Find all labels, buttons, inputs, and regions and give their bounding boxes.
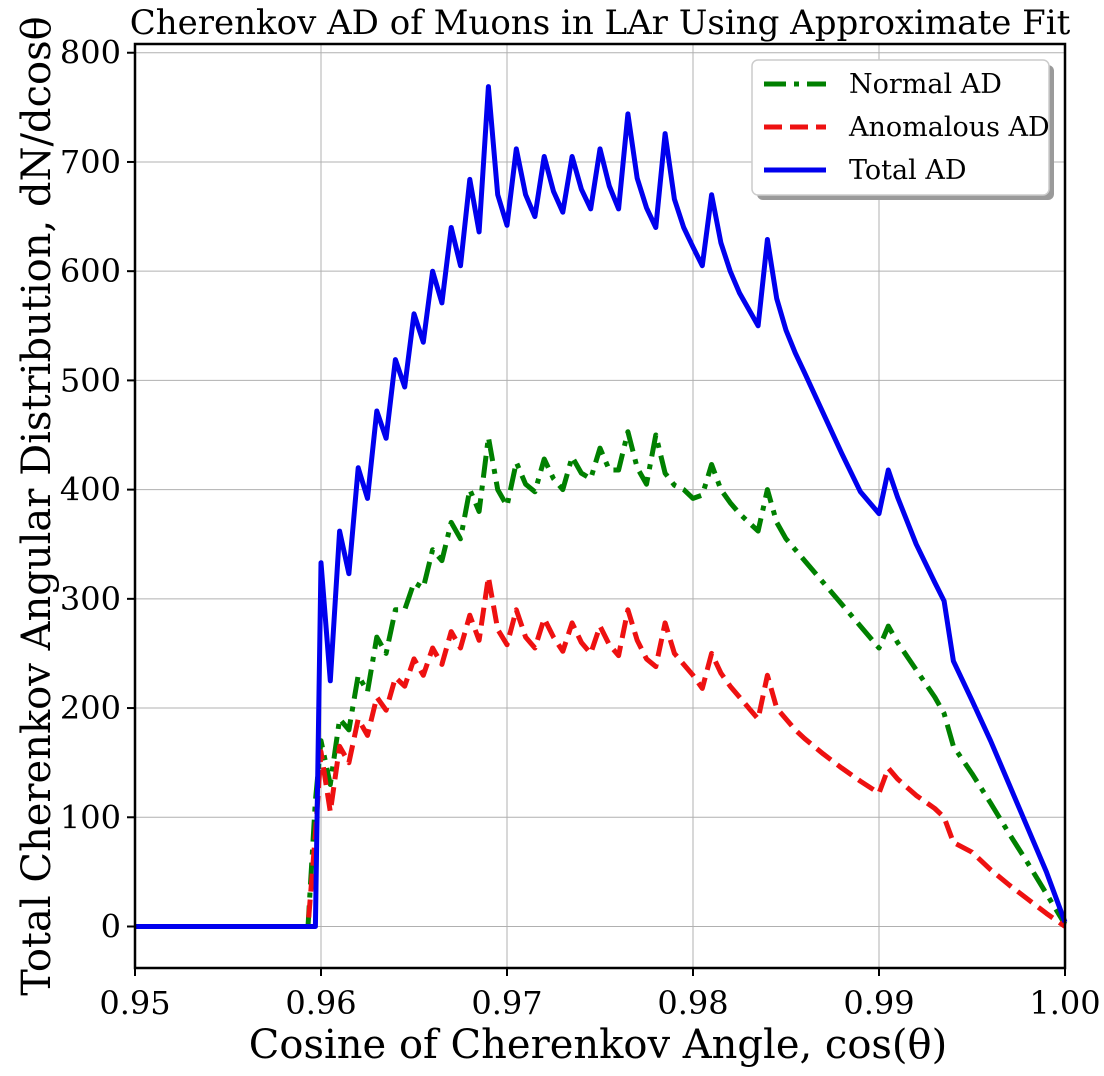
y-tick-label: 0 (101, 907, 121, 945)
y-tick-label: 200 (60, 689, 121, 727)
y-tick-label: 400 (60, 471, 121, 509)
y-tick-label: 500 (60, 361, 121, 399)
x-tick-label: 0.98 (657, 984, 728, 1022)
series-group (135, 84, 1068, 929)
y-axis-label: Total Cherenkov Angular Distribution, dN… (14, 16, 60, 995)
legend-label-total-ad: Total AD (849, 155, 966, 186)
legend-label-anomalous-ad: Anomalous AD (848, 112, 1050, 143)
y-tick-label: 600 (60, 252, 121, 290)
x-tick-label: 0.99 (843, 984, 914, 1022)
plot-frame (133, 42, 1067, 970)
y-tick-label: 300 (60, 580, 121, 618)
y-tick-label: 700 (60, 143, 121, 181)
y-tick-label: 800 (60, 34, 121, 72)
y-axis-ticks: 0 100 200 300 400 500 600 700 800 (60, 34, 135, 945)
legend-label-normal-ad: Normal AD (849, 69, 1002, 100)
series-line-anomalous-ad (135, 574, 1067, 929)
x-axis-label: Cosine of Cherenkov Angle, cos(θ) (249, 1022, 947, 1068)
legend-entries: Normal AD Anomalous AD Total AD (764, 69, 1050, 186)
series-line-total-ad (135, 84, 1068, 929)
x-tick-label: 0.96 (285, 984, 356, 1022)
y-tick-label: 100 (60, 798, 121, 836)
x-axis-ticks: 0.95 0.96 0.97 0.98 0.99 1.00 (99, 968, 1101, 1022)
series-line-normal-ad (135, 429, 1068, 929)
x-tick-label: 1.00 (1029, 984, 1100, 1022)
x-tick-label: 0.95 (99, 984, 170, 1022)
x-tick-label: 0.97 (471, 984, 542, 1022)
legend: Normal AD Anomalous AD Total AD (751, 59, 1054, 200)
chart-title: Cherenkov AD of Muons in LAr Using Appro… (130, 3, 1071, 43)
legend-box (751, 59, 1050, 196)
